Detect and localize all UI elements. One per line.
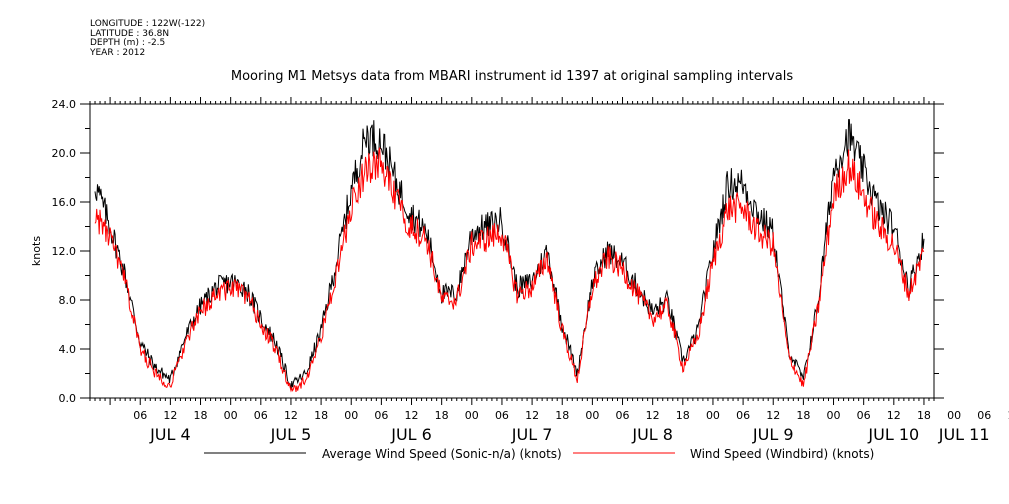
legend-label-average: Average Wind Speed (Sonic-n/a) (knots) — [322, 447, 562, 461]
legend: Average Wind Speed (Sonic-n/a) (knots) W… — [204, 447, 874, 461]
x-hour-label: 12 — [1007, 409, 1009, 422]
legend-label-windbird: Wind Speed (Windbird) (knots) — [690, 447, 874, 461]
metadata-block: LONGITUDE : 122W(-122) LATITUDE : 36.8N … — [90, 19, 206, 58]
plot-frame — [89, 103, 935, 399]
y-tick-label: 16.0 — [52, 196, 77, 209]
x-hour-label: 06 — [495, 409, 509, 422]
x-hour-label: 12 — [766, 409, 780, 422]
x-hour-label: 12 — [284, 409, 298, 422]
x-hour-label: 00 — [827, 409, 841, 422]
chart-title: Mooring M1 Metsys data from MBARI instru… — [231, 69, 793, 84]
x-hour-label: 12 — [646, 409, 660, 422]
x-hour-label: 12 — [163, 409, 177, 422]
x-hour-label: 06 — [977, 409, 991, 422]
y-tick-label: 0.0 — [59, 392, 77, 405]
x-day-label: JUL 10 — [867, 425, 919, 444]
x-day-label: JUL 7 — [511, 425, 553, 444]
y-tick-label: 8.0 — [59, 294, 77, 307]
y-tick-labels: 0.0 4.0 8.0 12.0 16.0 20.0 24.0 — [52, 98, 77, 405]
x-hour-label: 12 — [887, 409, 901, 422]
x-hour-label: 18 — [917, 409, 931, 422]
series-line-average-wind-speed — [94, 119, 925, 391]
x-tick-labels: 06 12 18 00 06 12 18 00 06 12 18 00 06 12 18 00 06 12 18 00… — [133, 409, 1009, 444]
x-day-label: JUL 5 — [270, 425, 312, 444]
x-hour-label: 00 — [224, 409, 238, 422]
x-day-label: JUL 6 — [390, 425, 432, 444]
x-hour-label: 06 — [254, 409, 268, 422]
x-hour-label: 18 — [435, 409, 449, 422]
x-hour-label: 18 — [555, 409, 569, 422]
y-tick-label: 4.0 — [59, 343, 77, 356]
axis-ticks — [80, 97, 944, 405]
longitude-text: LONGITUDE : 122W(-122) — [90, 19, 206, 29]
x-hour-label: 00 — [585, 409, 599, 422]
x-hour-label: 18 — [314, 409, 328, 422]
x-hour-label: 18 — [676, 409, 690, 422]
x-hour-label: 06 — [616, 409, 630, 422]
x-hour-label: 06 — [374, 409, 388, 422]
x-hour-label: 12 — [525, 409, 539, 422]
y-tick-label: 12.0 — [52, 245, 77, 258]
y-axis-label: knots — [30, 236, 43, 266]
x-day-label: JUL 11 — [938, 425, 990, 444]
y-tick-label: 24.0 — [52, 98, 77, 111]
series-lines — [94, 119, 925, 393]
x-hour-label: 06 — [736, 409, 750, 422]
x-hour-label: 06 — [133, 409, 147, 422]
x-hour-label: 00 — [947, 409, 961, 422]
x-hour-label: 06 — [857, 409, 871, 422]
year-text: YEAR : 2012 — [90, 47, 146, 58]
series-line-windbird-wind-speed — [94, 147, 925, 393]
x-hour-label: 18 — [194, 409, 208, 422]
x-day-label: JUL 4 — [149, 425, 191, 444]
x-hour-label: 00 — [706, 409, 720, 422]
x-hour-label: 00 — [465, 409, 479, 422]
x-day-label: JUL 8 — [631, 425, 673, 444]
depth-text: DEPTH (m) : -2.5 — [90, 38, 166, 48]
x-hour-label: 18 — [796, 409, 810, 422]
y-tick-label: 20.0 — [52, 147, 77, 160]
latitude-text: LATITUDE : 36.8N — [90, 28, 170, 39]
x-hour-label: 12 — [405, 409, 419, 422]
x-hour-label: 00 — [344, 409, 358, 422]
x-day-label: JUL 9 — [752, 425, 794, 444]
